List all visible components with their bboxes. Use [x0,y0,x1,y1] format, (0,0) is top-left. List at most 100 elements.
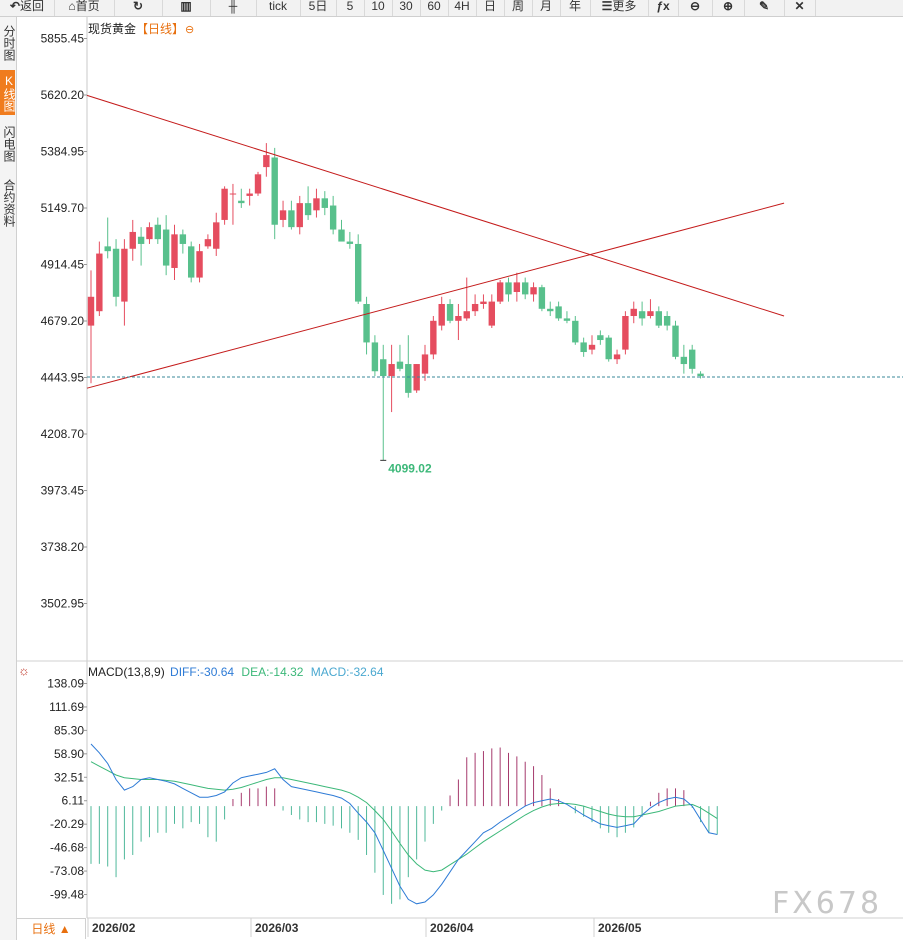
candle-body [171,234,178,268]
menu-icon: ☰ [601,0,613,13]
macd-y-tick-label: 138.09 [47,677,84,691]
toolbar-button-月[interactable]: 月 [532,0,561,16]
toolbar-label: 年 [568,0,581,13]
candle-body [471,303,479,312]
toolbar-button-10[interactable]: 10 [364,0,393,16]
toolbar-button-30[interactable]: 30 [392,0,421,16]
toolbar-button-close[interactable]: ✕ [784,0,816,16]
toolbar-button-tick[interactable]: tick [256,0,301,16]
candle-body [697,373,704,377]
toolbar-label: 周 [511,0,524,13]
toolbar-button-bar-chart[interactable]: ▥ [162,0,211,16]
candle-body [613,354,621,360]
candle-body [421,354,429,374]
toolbar-button-pencil[interactable]: ✎ [744,0,785,16]
candle-body [438,303,445,326]
y-tick-label: 5384.95 [41,145,85,159]
candle-body [179,234,187,244]
candle-body [605,337,612,360]
candle-body [346,241,354,244]
candle-body [488,301,495,326]
x-tick-label: 2026/05 [598,921,642,935]
candle-body [513,282,521,292]
candle-body [496,282,504,302]
macd-diff: DIFF:-30.64 [170,665,235,679]
instrument-name: 现货黄金 [88,22,137,36]
toolbar-button-fx[interactable]: ƒx [648,0,679,16]
candle-body [638,311,646,319]
diff-line [90,743,718,905]
macd-y-tick-label: -99.48 [50,888,84,902]
candle-body [246,193,253,196]
toolbar-button-周[interactable]: 周 [504,0,533,16]
sidebar-tab-1[interactable]: K线图 [0,70,16,115]
y-tick-label: 4679.20 [41,314,85,328]
period-select-button[interactable]: 日线 ▲ [17,918,86,939]
toolbar-button-5日[interactable]: 5日 [300,0,337,16]
macd-dea: DEA:-14.32 [241,665,304,679]
macd-y-tick-label: 111.69 [49,700,84,714]
candle-body [96,253,103,312]
settings-sun-icon[interactable]: ☼ [18,663,30,678]
candle-body [580,342,587,353]
candle-body [572,320,579,343]
toolbar-label: 5日 [308,0,328,13]
toolbar-button-日[interactable]: 日 [476,0,505,16]
candle-body [630,308,637,317]
trendline [86,202,785,389]
macd-y-tick-label: 58.90 [54,747,84,761]
candle-body [563,318,571,321]
y-tick-label: 5149.70 [41,201,85,215]
candle-body [288,210,295,228]
refresh-icon: ↻ [132,0,144,13]
macd-y-tick-label: -20.29 [50,817,84,831]
macd-y-tick-label: -73.08 [50,864,84,878]
close-icon: ✕ [794,0,805,13]
candle-body [371,342,379,372]
toolbar-button-4H[interactable]: 4H [448,0,477,16]
candlestick-icon: ╫ [228,0,238,13]
toolbar-button-zoom-out[interactable]: ⊖ [678,0,713,16]
candle-body [547,308,554,312]
toolbar-button-首页[interactable]: ⌂首页 [54,0,115,16]
toolbar-button-年[interactable]: 年 [560,0,591,16]
candle-body [204,239,212,247]
pencil-icon: ✎ [758,0,770,13]
toolbar-button-更多[interactable]: ☰更多 [590,0,649,16]
toolbar-label: 月 [539,0,552,13]
bar-chart-icon: ▥ [180,0,192,13]
back-arrow-icon: ↶ [9,0,21,13]
candle-body [622,316,629,350]
candle-body [129,231,136,249]
candle-body [121,248,128,302]
toolbar-button-60[interactable]: 60 [420,0,449,16]
macd-header: ☼ MACD(13,8,9) DIFF:-30.64 DEA:-14.32 MA… [18,663,384,679]
macd-y-tick-label: 6.11 [62,794,85,808]
y-tick-label: 3973.45 [41,484,85,498]
toolbar-button-zoom-in[interactable]: ⊕ [712,0,745,16]
candle-body [279,210,287,220]
sidebar-tab-3[interactable]: 合约资料 [2,179,16,227]
sidebar-tab-2[interactable]: 闪电图 [2,126,16,162]
toolbar-label: 5 [346,0,354,13]
x-tick-label: 2026/04 [430,921,474,935]
toolbar-label: 10 [371,0,385,13]
toolbar-button-5[interactable]: 5 [336,0,365,16]
toolbar-label: 日 [483,0,496,13]
candle-body [355,243,362,302]
toolbar-button-candlestick[interactable]: ╫ [210,0,257,16]
candle-body [588,344,596,350]
candle-body [505,282,512,295]
low-price-label: 4099.02 [388,461,432,475]
y-tick-label: 4208.70 [41,427,85,441]
toolbar-button-返回[interactable]: ↶返回 [0,0,55,16]
toolbar-button-refresh[interactable]: ↻ [114,0,163,16]
candle-body [538,287,546,309]
toolbar-label: 更多 [612,0,637,13]
zoom-in-icon: ⊕ [722,0,734,13]
sidebar-tab-0[interactable]: 分时图 [2,25,16,61]
candle-body [213,222,220,249]
candle-body [87,296,95,326]
minus-circle-icon[interactable]: ⊖ [185,24,195,36]
